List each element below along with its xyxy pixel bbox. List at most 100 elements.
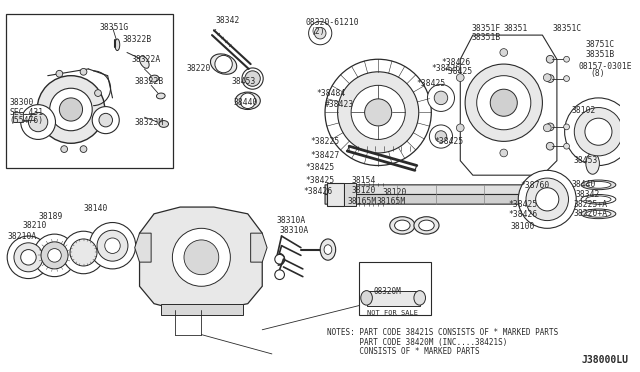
Circle shape [95,90,101,96]
Text: *38426: *38426 [304,187,333,196]
Bar [359,262,431,315]
Circle shape [500,149,508,157]
Text: 38154: 38154 [351,176,376,185]
Text: 38351B: 38351B [586,50,615,59]
Text: *38425: *38425 [306,163,335,172]
Text: 38453: 38453 [231,77,256,86]
Circle shape [477,76,531,130]
Text: 38189: 38189 [38,212,63,221]
Circle shape [70,239,97,266]
Ellipse shape [115,39,120,51]
Polygon shape [325,185,566,195]
Circle shape [428,84,454,112]
Text: 38351C: 38351C [552,24,581,33]
Text: *38760: *38760 [520,181,549,190]
Circle shape [564,143,570,149]
Text: 38210: 38210 [22,221,47,230]
Text: 08320-61210: 08320-61210 [306,18,359,27]
Text: 08320M: 08320M [373,286,401,296]
Ellipse shape [395,220,410,231]
Circle shape [585,118,612,145]
Text: 38310A: 38310A [276,216,306,225]
Circle shape [543,74,551,81]
Circle shape [50,88,92,131]
Text: SEC.431: SEC.431 [9,108,44,117]
Text: 38220+A: 38220+A [573,209,607,218]
Text: 38300: 38300 [9,98,33,107]
Text: *38425: *38425 [509,200,538,209]
Text: 38440: 38440 [572,180,596,189]
Text: NOT FOR SALE: NOT FOR SALE [367,310,417,316]
Circle shape [536,188,559,211]
Text: *38225: *38225 [310,137,340,146]
Circle shape [245,71,260,86]
Circle shape [308,22,332,45]
Text: 38351B: 38351B [472,32,501,42]
Text: 38342: 38342 [216,16,240,25]
Circle shape [465,64,543,141]
Circle shape [56,70,63,77]
Circle shape [365,99,392,126]
Text: 38165M: 38165M [348,197,376,206]
Text: 38322B: 38322B [122,35,152,44]
Bar [367,291,420,306]
Circle shape [456,74,464,81]
Ellipse shape [361,291,372,305]
Ellipse shape [586,153,600,174]
Circle shape [97,230,128,261]
Circle shape [61,146,68,153]
Text: 38225+A: 38225+A [573,200,607,209]
Text: 08157-0301E: 08157-0301E [578,61,632,71]
Circle shape [41,242,68,269]
Circle shape [33,234,76,277]
Polygon shape [134,233,151,262]
Text: 38453: 38453 [573,156,598,165]
Circle shape [574,108,623,156]
Circle shape [275,270,284,279]
Circle shape [14,243,43,272]
Text: 38120: 38120 [351,186,376,195]
Bar [344,183,356,206]
Circle shape [547,142,554,150]
Polygon shape [161,304,243,315]
Ellipse shape [211,54,237,74]
Circle shape [526,178,568,221]
Circle shape [80,146,87,153]
Circle shape [564,124,570,130]
Circle shape [20,250,36,265]
Text: 38342: 38342 [575,190,600,199]
Text: 38351: 38351 [504,24,528,33]
Circle shape [275,254,284,264]
Text: *38426: *38426 [441,58,470,67]
Text: *38425: *38425 [444,67,473,76]
Text: 38751C: 38751C [586,40,615,49]
Circle shape [456,124,464,132]
Bar [6,14,173,169]
Circle shape [500,49,508,56]
Circle shape [543,124,551,132]
Text: *38484: *38484 [316,89,346,97]
Ellipse shape [419,220,434,231]
Circle shape [547,75,554,83]
Ellipse shape [235,92,260,109]
Circle shape [518,170,576,228]
Circle shape [28,112,48,132]
Ellipse shape [581,180,616,190]
Ellipse shape [156,93,165,99]
Text: J38000LU: J38000LU [581,355,628,365]
Text: 38323M: 38323M [134,118,164,126]
Ellipse shape [324,245,332,254]
Ellipse shape [586,182,611,188]
Circle shape [62,231,105,274]
Text: 38351G: 38351G [100,23,129,32]
Circle shape [564,76,570,81]
Text: CONSISTS OF * MARKED PARTS: CONSISTS OF * MARKED PARTS [327,347,479,356]
Polygon shape [251,233,267,262]
Text: 38140: 38140 [83,205,108,214]
Text: 38220: 38220 [187,64,211,73]
Circle shape [435,131,447,142]
Text: *38426: *38426 [431,64,461,73]
Circle shape [547,123,554,131]
Circle shape [314,28,326,39]
Text: 38120: 38120 [383,188,408,197]
